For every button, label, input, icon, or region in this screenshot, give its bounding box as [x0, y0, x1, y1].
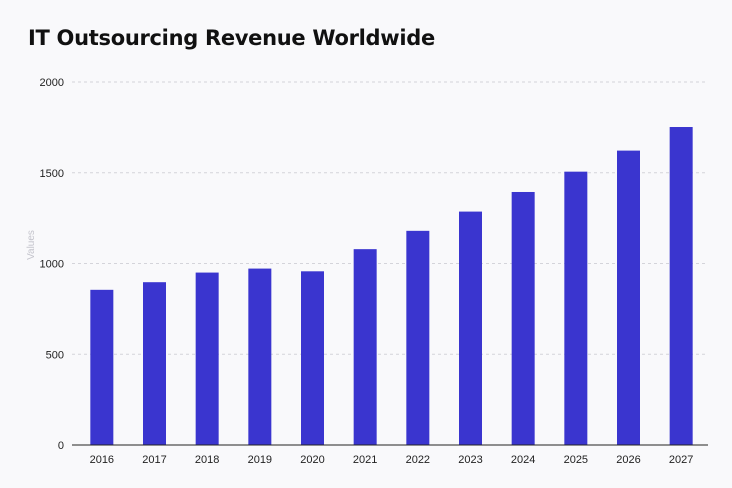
x-tick-label: 2027	[669, 454, 693, 466]
bar-2018	[195, 272, 219, 445]
bar-2022	[406, 230, 430, 445]
bar-2017	[143, 282, 166, 445]
x-tick-label: 2018	[195, 454, 219, 466]
bar-2016	[90, 289, 114, 445]
bar-2025	[564, 171, 588, 445]
x-tick-label: 2024	[511, 454, 535, 466]
x-tick-label: 2023	[458, 454, 482, 466]
bar-2023	[459, 211, 482, 445]
x-tick-label: 2021	[353, 454, 377, 466]
grid-lines	[72, 81, 708, 355]
x-tick-label: 2017	[142, 454, 166, 466]
y-tick-label: 1000	[40, 259, 64, 271]
y-axis-title: Values	[26, 230, 37, 260]
bar-2019	[248, 268, 272, 445]
bar-2024	[511, 191, 535, 445]
x-tick-label: 2026	[616, 454, 640, 466]
x-tick-label: 2019	[248, 454, 272, 466]
bar-2020	[301, 271, 324, 445]
bar-2021	[353, 249, 377, 445]
x-tick-label: 2025	[564, 454, 588, 466]
x-tick-label: 2020	[300, 454, 324, 466]
y-tick-label: 2000	[40, 77, 64, 89]
bars	[90, 127, 693, 446]
y-tick-label: 500	[46, 349, 64, 361]
bar-2026	[617, 150, 640, 445]
y-tick-label: 1500	[40, 168, 64, 180]
x-tick-label: 2016	[90, 454, 114, 466]
x-tick-label: 2022	[406, 454, 430, 466]
chart-title: IT Outsourcing Revenue Worldwide	[28, 26, 435, 50]
y-tick-label: 0	[58, 440, 64, 452]
bar-2027	[669, 127, 693, 446]
tick-labels: 0 500 1000 1500 2000 Values 2016 2017 2018 2019 20…	[26, 77, 693, 466]
